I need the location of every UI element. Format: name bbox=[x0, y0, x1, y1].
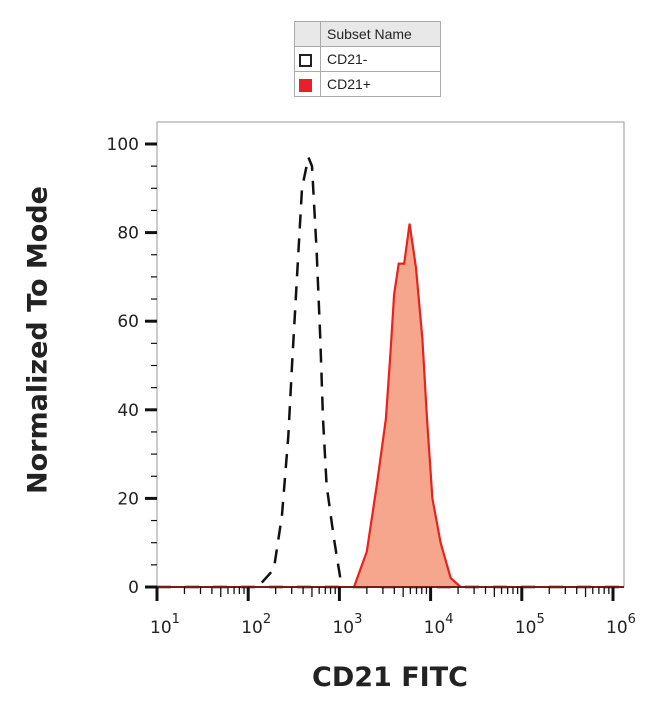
x-axis-title: CD21 FITC bbox=[312, 662, 468, 693]
legend-entry-cd21-neg: CD21- bbox=[294, 46, 441, 72]
legend-swatch-filled bbox=[299, 78, 312, 92]
y-axis-title: Normalized To Mode bbox=[22, 186, 54, 494]
legend-entry-cd21-pos: CD21+ bbox=[294, 71, 441, 97]
series-layer bbox=[157, 153, 624, 589]
legend-label: CD21- bbox=[320, 46, 441, 72]
x-tick-label: 105 bbox=[515, 612, 545, 638]
legend-label: CD21+ bbox=[320, 71, 441, 97]
y-tick-label: 20 bbox=[117, 489, 139, 509]
x-tick-label: 101 bbox=[150, 612, 180, 638]
y-tick-label: 40 bbox=[117, 401, 139, 421]
y-tick-label: 0 bbox=[128, 578, 139, 598]
legend-header: Subset Name bbox=[320, 21, 441, 47]
legend-header-row: Subset Name bbox=[294, 21, 441, 47]
legend-swatch-outline bbox=[299, 53, 312, 67]
x-tick-label: 102 bbox=[241, 612, 271, 638]
x-tick-label: 104 bbox=[424, 612, 454, 638]
y-tick-label: 60 bbox=[117, 312, 139, 332]
cd21-pos-line bbox=[352, 223, 462, 588]
x-tick-label: 103 bbox=[332, 612, 362, 638]
x-tick-label: 106 bbox=[606, 612, 636, 638]
axes-layer: 0 20 40 60 80 100 101 102 103 104 105 106 bbox=[107, 135, 636, 638]
legend: Subset Name CD21- CD21+ bbox=[294, 21, 441, 97]
cd21-neg-line bbox=[260, 153, 346, 588]
y-tick-label: 100 bbox=[107, 135, 139, 155]
y-tick-label: 80 bbox=[117, 224, 139, 244]
cd21-pos-area bbox=[354, 223, 461, 587]
